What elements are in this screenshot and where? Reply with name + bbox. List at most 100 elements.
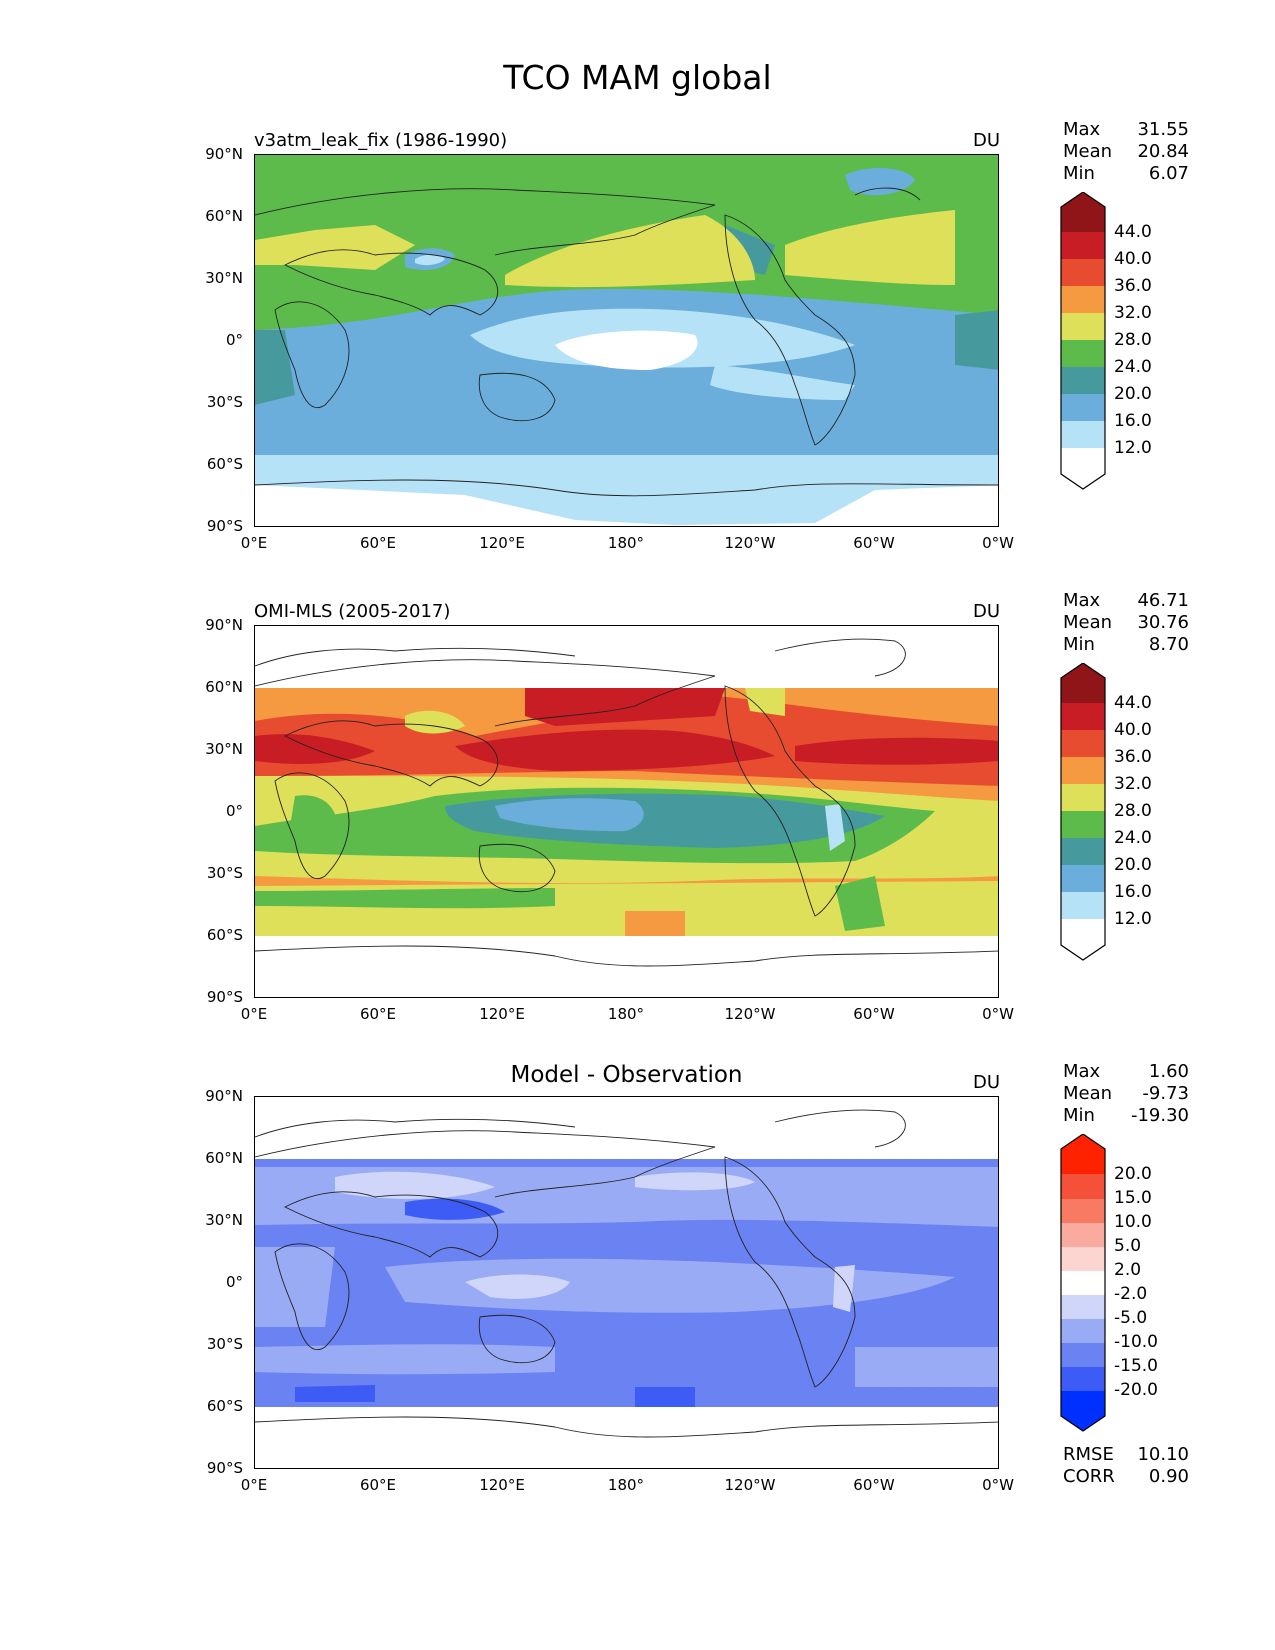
unit-label: DU (972, 601, 1000, 622)
y-tick: 90°S (206, 1459, 243, 1477)
y-tick: 60°S (206, 455, 243, 473)
x-tick: 60°E (359, 534, 397, 552)
map-area (254, 154, 999, 527)
x-tick: 0°E (240, 1476, 268, 1494)
x-tick: 60°W (853, 534, 895, 552)
stat-max: 31.55 (1137, 119, 1189, 140)
y-tick: 30°N (205, 269, 243, 287)
y-tick: 30°S (206, 1335, 243, 1353)
colorbar (1060, 663, 1106, 961)
stat-corr: 0.90 (1148, 1466, 1189, 1487)
colorbar-label: 2.0 (1114, 1260, 1142, 1280)
colorbar (1060, 192, 1106, 490)
figure-title: TCO MAM global (503, 58, 772, 97)
x-tick: 120°E (479, 1476, 525, 1494)
y-tick: 90°S (206, 517, 243, 535)
stats-box: Max 1.60 Mean -9.73 Min -19.30 (1063, 1061, 1189, 1127)
stat-mean: -9.73 (1142, 1083, 1189, 1104)
stat-label: Max (1063, 1061, 1101, 1082)
colorbar-label: 40.0 (1114, 720, 1152, 740)
y-tick: 60°S (206, 926, 243, 944)
colorbar-label: 32.0 (1114, 303, 1152, 323)
stat-rmse: 10.10 (1137, 1444, 1189, 1465)
panel-obs: OMI-MLS (2005-2017) DU (0, 590, 1275, 1055)
colorbar-label: 36.0 (1114, 747, 1152, 767)
colorbar-label: 15.0 (1114, 1188, 1152, 1208)
y-tick: 90°S (206, 988, 243, 1006)
x-tick: 180° (607, 1476, 645, 1494)
rmse-corr-box: RMSE 10.10 CORR 0.90 (1063, 1444, 1189, 1488)
colorbar-label: 20.0 (1114, 1164, 1152, 1184)
x-tick: 0°E (240, 1005, 268, 1023)
x-tick: 120°W (724, 1005, 776, 1023)
stat-mean: 20.84 (1137, 141, 1189, 162)
colorbar-label: 32.0 (1114, 774, 1152, 794)
stat-mean: 30.76 (1137, 612, 1189, 633)
stat-min: 6.07 (1148, 163, 1189, 184)
stats-box: Max 46.71 Mean 30.76 Min 8.70 (1063, 590, 1189, 656)
colorbar-label: 20.0 (1114, 855, 1152, 875)
colorbar-label: 12.0 (1114, 438, 1152, 458)
y-tick: 60°N (205, 1149, 243, 1167)
x-tick: 60°W (853, 1005, 895, 1023)
colorbar-label: 28.0 (1114, 330, 1152, 350)
panel-title: OMI-MLS (2005-2017) (254, 601, 451, 622)
panel-title: Model - Observation (510, 1062, 743, 1088)
stat-label: CORR (1063, 1466, 1115, 1487)
panel-model: v3atm_leak_fix (1986-1990) DU (0, 119, 1275, 584)
colorbar-label: 28.0 (1114, 801, 1152, 821)
x-tick: 60°W (853, 1476, 895, 1494)
y-tick: 30°N (205, 740, 243, 758)
stat-label: Min (1063, 1105, 1095, 1126)
x-tick: 120°W (724, 1476, 776, 1494)
x-tick: 180° (607, 1005, 645, 1023)
unit-label: DU (972, 1072, 1000, 1093)
y-tick: 60°N (205, 207, 243, 225)
y-tick: 60°S (206, 1397, 243, 1415)
y-tick: 60°N (205, 678, 243, 696)
panel-diff: Model - Observation DU (0, 1061, 1275, 1526)
y-tick: 90°N (205, 616, 243, 634)
y-tick: 90°N (205, 1087, 243, 1105)
colorbar-label: 36.0 (1114, 276, 1152, 296)
colorbar-label: 44.0 (1114, 222, 1152, 242)
y-tick: 30°S (206, 864, 243, 882)
colorbar-label: 16.0 (1114, 882, 1152, 902)
panel-title: v3atm_leak_fix (1986-1990) (254, 130, 508, 151)
colorbar-label: 44.0 (1114, 693, 1152, 713)
colorbar-label: -5.0 (1114, 1308, 1148, 1328)
x-tick: 120°E (479, 534, 525, 552)
y-tick: 0° (225, 331, 243, 349)
stat-label: Min (1063, 634, 1095, 655)
colorbar-label: -20.0 (1114, 1380, 1158, 1400)
colorbar (1060, 1134, 1106, 1432)
y-tick: 30°N (205, 1211, 243, 1229)
x-tick: 120°W (724, 534, 776, 552)
stats-box: Max 31.55 Mean 20.84 Min 6.07 (1063, 119, 1189, 185)
x-tick: 60°E (359, 1005, 397, 1023)
stat-label: Min (1063, 163, 1095, 184)
y-tick: 0° (225, 1273, 243, 1291)
colorbar-label: -15.0 (1114, 1356, 1158, 1376)
stat-min: -19.30 (1130, 1105, 1189, 1126)
stat-min: 8.70 (1148, 634, 1189, 655)
stat-label: Mean (1063, 612, 1113, 633)
map-area (254, 1096, 999, 1469)
stat-label: RMSE (1063, 1444, 1114, 1465)
colorbar-label: 10.0 (1114, 1212, 1152, 1232)
stat-max: 46.71 (1137, 590, 1189, 611)
x-tick: 60°E (359, 1476, 397, 1494)
colorbar-label: 12.0 (1114, 909, 1152, 929)
stat-label: Mean (1063, 141, 1113, 162)
colorbar-label: 24.0 (1114, 828, 1152, 848)
unit-label: DU (972, 130, 1000, 151)
y-tick: 90°N (205, 145, 243, 163)
colorbar-label: 40.0 (1114, 249, 1152, 269)
x-tick: 120°E (479, 1005, 525, 1023)
x-tick: 0°E (240, 534, 268, 552)
stat-label: Max (1063, 119, 1101, 140)
y-tick: 0° (225, 802, 243, 820)
colorbar-label: 20.0 (1114, 384, 1152, 404)
x-tick: 0°W (982, 534, 1014, 552)
colorbar-label: 16.0 (1114, 411, 1152, 431)
